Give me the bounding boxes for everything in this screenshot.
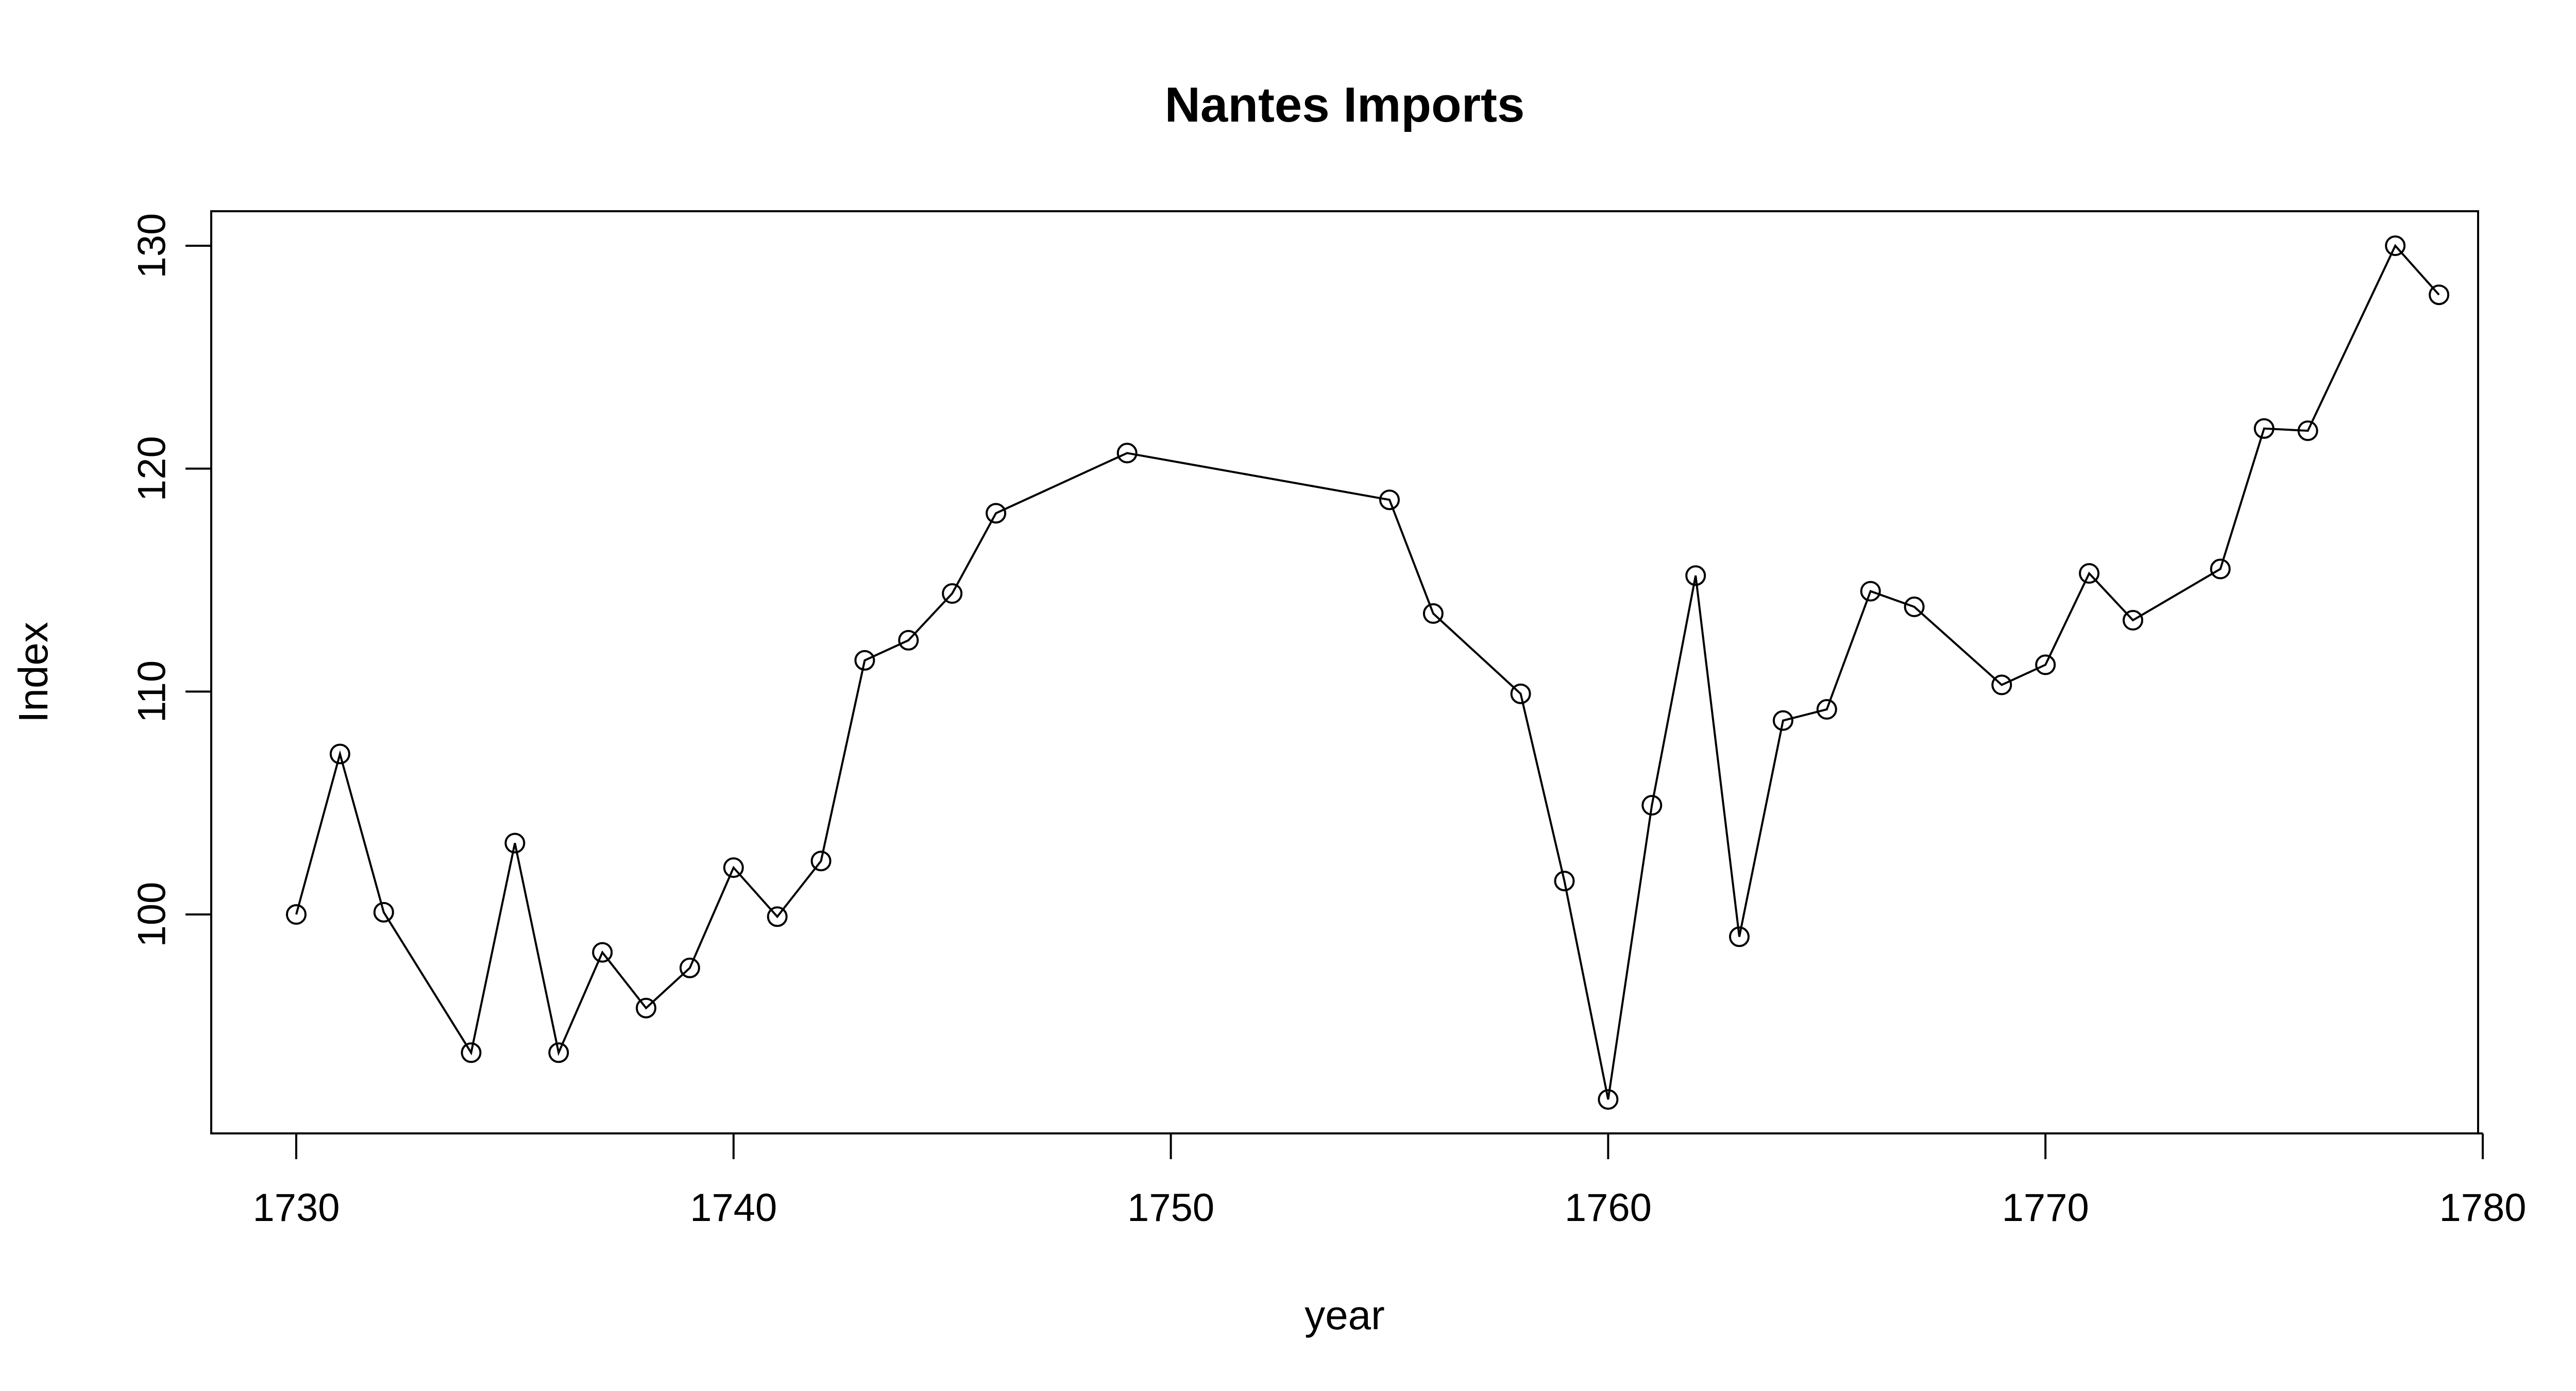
y-axis: 100 110 120 130 xyxy=(130,213,212,947)
x-tick-label: 1760 xyxy=(1565,1186,1652,1230)
data-point xyxy=(1116,443,1138,464)
data-point xyxy=(1729,926,1750,947)
data-point xyxy=(942,583,963,604)
data-point xyxy=(2429,284,2450,306)
data-point xyxy=(1510,683,1531,704)
x-tick-label: 1770 xyxy=(2002,1186,2089,1230)
data-point xyxy=(723,857,744,878)
data-point xyxy=(2079,563,2100,584)
data-point xyxy=(1598,1089,1619,1110)
series-line xyxy=(295,244,2440,1100)
x-axis-label: year xyxy=(1304,1292,1385,1338)
data-point xyxy=(2297,420,2318,442)
series-imports xyxy=(286,235,2450,1110)
y-axis-label: Index xyxy=(10,622,56,723)
data-point xyxy=(504,833,526,854)
data-point xyxy=(1772,710,1793,731)
data-point xyxy=(1685,565,1706,586)
data-point xyxy=(2253,418,2275,439)
data-point xyxy=(2385,235,2406,256)
data-point xyxy=(810,851,832,872)
y-tick-label: 130 xyxy=(130,213,174,279)
plot-frame xyxy=(210,210,2479,1134)
y-tick-label: 120 xyxy=(130,436,174,501)
data-point xyxy=(767,906,788,927)
data-point xyxy=(286,904,307,925)
data-point xyxy=(1904,596,1925,617)
data-point xyxy=(2210,558,2231,580)
data-point xyxy=(986,503,1007,524)
x-tick-label: 1740 xyxy=(690,1186,777,1230)
data-point xyxy=(679,957,700,978)
x-tick-label: 1730 xyxy=(252,1186,340,1230)
data-point xyxy=(1816,699,1837,720)
data-point xyxy=(854,650,875,671)
data-point xyxy=(2123,609,2143,631)
data-point xyxy=(592,942,613,963)
x-tick-label: 1780 xyxy=(2439,1186,2526,1230)
data-point xyxy=(548,1042,569,1063)
y-tick-label: 100 xyxy=(130,882,174,947)
data-point xyxy=(1991,674,2012,696)
data-point xyxy=(636,997,656,1019)
data-point xyxy=(461,1042,482,1063)
data-point xyxy=(329,743,350,765)
data-point xyxy=(373,902,394,923)
data-point xyxy=(1422,603,1444,624)
data-point xyxy=(2035,654,2056,675)
data-point xyxy=(1641,795,1663,816)
chart-title: Nantes Imports xyxy=(1165,77,1525,132)
x-tick-label: 1750 xyxy=(1127,1186,1214,1230)
y-tick-label: 110 xyxy=(130,660,174,723)
data-point xyxy=(1554,871,1575,892)
data-point xyxy=(1860,581,1881,602)
data-point xyxy=(898,630,919,651)
data-point xyxy=(1379,489,1400,511)
x-axis: 1730 1740 1750 1760 1770 1780 xyxy=(252,1132,2527,1230)
